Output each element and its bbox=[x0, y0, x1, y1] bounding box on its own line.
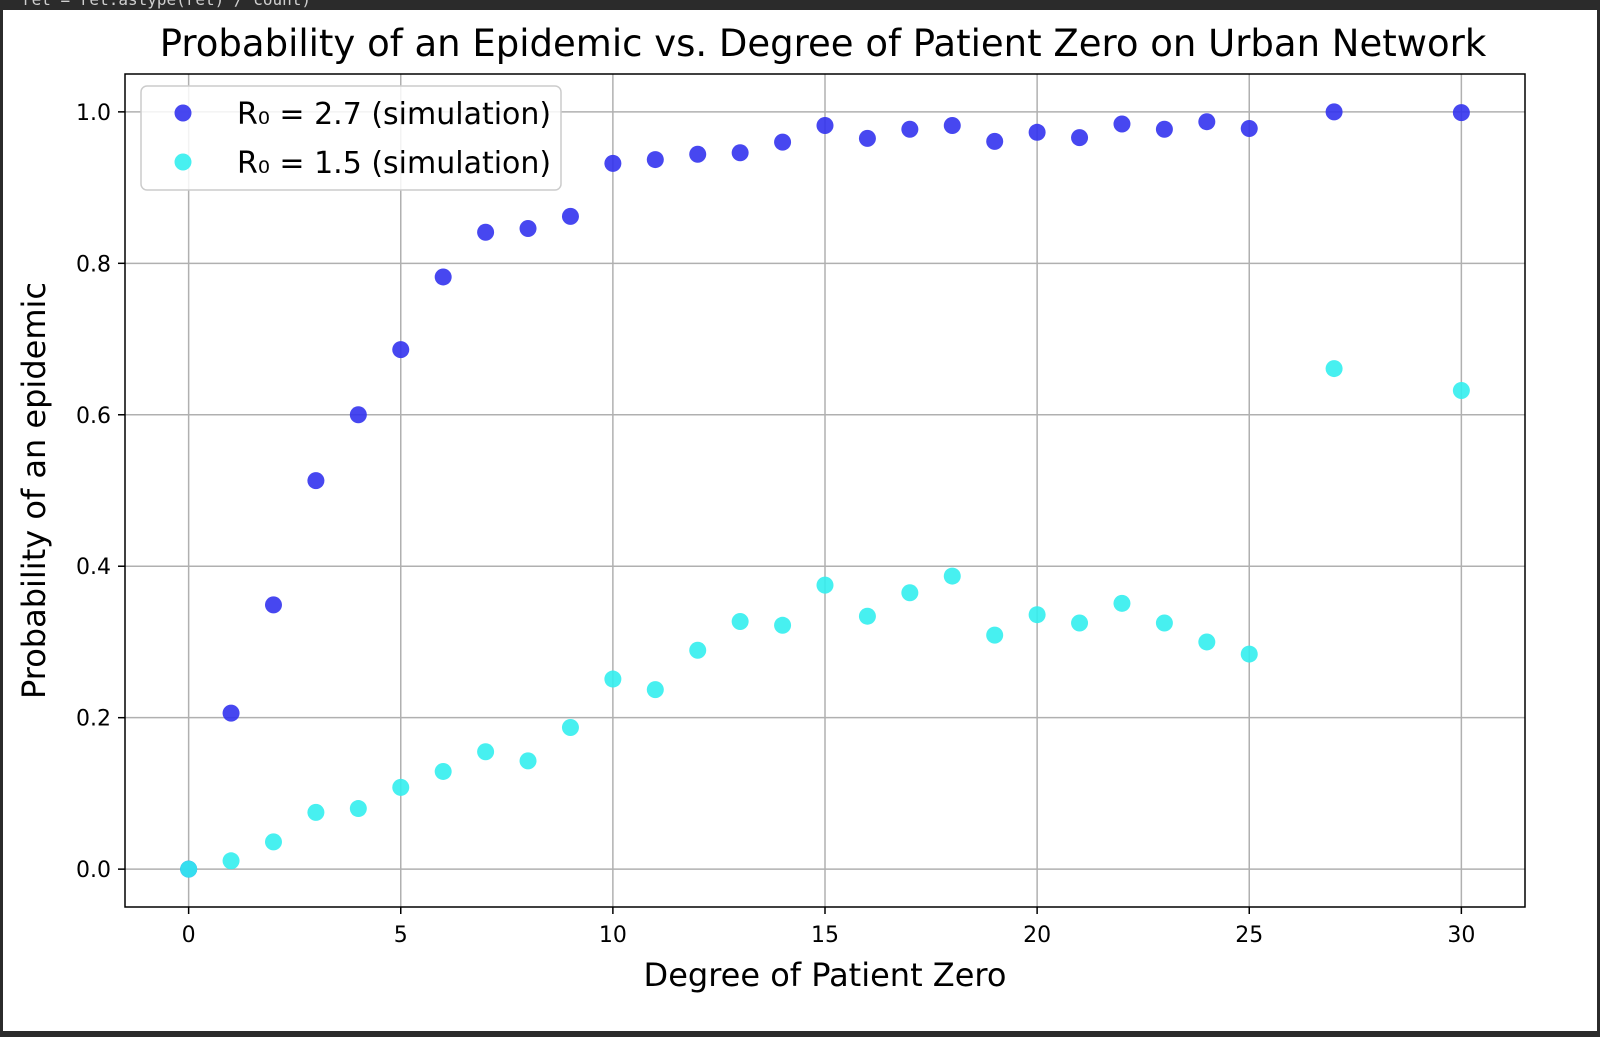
scatter-point-2 bbox=[604, 670, 622, 688]
scatter-point-1 bbox=[519, 219, 537, 237]
scatter-point-1 bbox=[1325, 103, 1343, 121]
y-axis-label: Probability of an epidemic bbox=[15, 282, 53, 699]
scatter-point-2 bbox=[264, 833, 282, 851]
legend-label-2: R₀ = 1.5 (simulation) bbox=[237, 146, 551, 181]
scatter-point-2 bbox=[307, 803, 325, 821]
scatter-point-1 bbox=[689, 145, 707, 163]
scatter-point-1 bbox=[901, 120, 919, 138]
scatter-point-2 bbox=[392, 778, 410, 796]
y-tick-label: 0.8 bbox=[76, 252, 111, 277]
ticks: 0 5 10 15 20 25 30 0.0 0.2 0.4 0.6 0.8 1.0 bbox=[76, 101, 1475, 948]
y-tick-label: 1.0 bbox=[76, 101, 111, 126]
scatter-point-1 bbox=[1452, 104, 1470, 122]
scatter-point-1 bbox=[816, 116, 834, 134]
scatter-chart: 0 5 10 15 20 25 30 0.0 0.2 0.4 0.6 0.8 1.0 Probabili… bbox=[15, 22, 1526, 994]
scatter-point-1 bbox=[561, 207, 579, 225]
scatter-point-2 bbox=[816, 576, 834, 594]
scatter-point-1 bbox=[858, 129, 876, 147]
x-tick-label: 0 bbox=[182, 923, 196, 948]
scatter-point-2 bbox=[1198, 633, 1216, 651]
data-points bbox=[180, 103, 1470, 878]
legend: R₀ = 2.7 (simulation) R₀ = 1.5 (simulatio… bbox=[140, 85, 562, 191]
scatter-point-2 bbox=[222, 852, 240, 870]
scatter-point-1 bbox=[434, 268, 452, 286]
legend-box bbox=[140, 85, 562, 191]
x-tick-label: 30 bbox=[1447, 923, 1475, 948]
scatter-point-2 bbox=[180, 860, 198, 878]
scatter-point-2 bbox=[731, 613, 749, 631]
scatter-point-1 bbox=[774, 133, 792, 151]
scatter-point-2 bbox=[1155, 614, 1173, 632]
legend-marker-1 bbox=[174, 104, 192, 122]
scatter-point-2 bbox=[1113, 594, 1131, 612]
y-tick-label: 0.0 bbox=[76, 858, 111, 883]
scatter-point-1 bbox=[349, 406, 367, 424]
legend-marker-2 bbox=[174, 153, 192, 171]
legend-label-1: R₀ = 2.7 (simulation) bbox=[237, 97, 551, 132]
scatter-point-1 bbox=[477, 223, 495, 241]
scatter-point-1 bbox=[1113, 115, 1131, 133]
scatter-point-2 bbox=[1452, 382, 1470, 400]
scatter-point-2 bbox=[434, 762, 452, 780]
x-tick-label: 5 bbox=[394, 923, 408, 948]
x-tick-label: 15 bbox=[811, 923, 839, 948]
scatter-point-1 bbox=[264, 596, 282, 614]
x-tick-label: 20 bbox=[1023, 923, 1051, 948]
scatter-point-2 bbox=[858, 607, 876, 625]
x-tick-label: 10 bbox=[599, 923, 627, 948]
figure: 0 5 10 15 20 25 30 0.0 0.2 0.4 0.6 0.8 1.0 Probabili… bbox=[3, 10, 1597, 1031]
scatter-point-1 bbox=[1028, 123, 1046, 141]
scatter-point-2 bbox=[689, 641, 707, 659]
scatter-point-2 bbox=[901, 584, 919, 602]
scatter-point-1 bbox=[1240, 120, 1258, 138]
y-tick-label: 0.6 bbox=[76, 404, 111, 429]
scatter-point-1 bbox=[731, 144, 749, 162]
scatter-point-1 bbox=[604, 154, 622, 172]
scatter-point-1 bbox=[1071, 129, 1089, 147]
code-cell-fragment: ret = ret.astype(ret) / count) bbox=[0, 0, 1600, 10]
scatter-point-1 bbox=[943, 116, 961, 134]
scatter-point-2 bbox=[943, 567, 961, 585]
scatter-point-1 bbox=[392, 341, 410, 359]
x-tick-label: 25 bbox=[1235, 923, 1263, 948]
scatter-point-2 bbox=[1325, 360, 1343, 378]
x-axis-label: Degree of Patient Zero bbox=[644, 956, 1007, 994]
scatter-point-1 bbox=[307, 472, 325, 490]
scatter-point-1 bbox=[1198, 113, 1216, 131]
scatter-point-2 bbox=[1240, 645, 1258, 663]
scatter-point-1 bbox=[222, 704, 240, 722]
scatter-point-2 bbox=[1028, 606, 1046, 624]
scatter-point-1 bbox=[986, 132, 1004, 150]
code-text: ret = ret.astype(ret) / count) bbox=[22, 0, 311, 9]
y-tick-label: 0.2 bbox=[76, 707, 111, 732]
scatter-point-2 bbox=[349, 800, 367, 818]
scatter-point-2 bbox=[477, 743, 495, 761]
scatter-point-2 bbox=[774, 616, 792, 634]
scatter-point-1 bbox=[646, 151, 664, 169]
chart-title: Probability of an Epidemic vs. Degree of… bbox=[160, 22, 1487, 65]
scatter-point-2 bbox=[646, 681, 664, 699]
grid bbox=[125, 74, 1525, 907]
scatter-point-2 bbox=[1071, 614, 1089, 632]
scatter-point-2 bbox=[561, 719, 579, 737]
scatter-point-1 bbox=[1155, 120, 1173, 138]
scatter-point-2 bbox=[986, 626, 1004, 644]
scatter-point-2 bbox=[519, 752, 537, 770]
y-tick-label: 0.4 bbox=[76, 555, 111, 580]
